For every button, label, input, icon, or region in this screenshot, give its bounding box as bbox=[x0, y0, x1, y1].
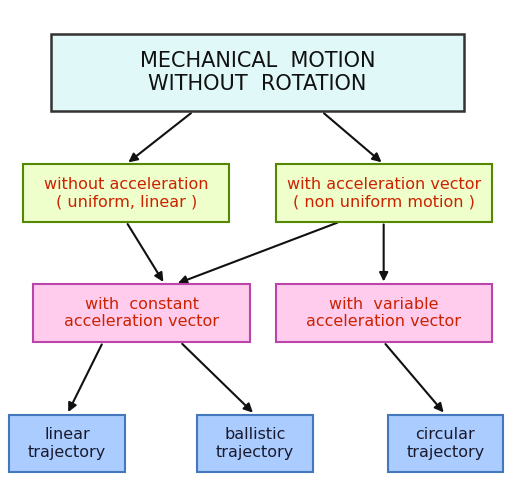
FancyBboxPatch shape bbox=[276, 164, 492, 221]
Text: linear
trajectory: linear trajectory bbox=[28, 427, 106, 459]
Text: circular
trajectory: circular trajectory bbox=[406, 427, 485, 459]
FancyBboxPatch shape bbox=[9, 415, 125, 472]
FancyBboxPatch shape bbox=[276, 285, 492, 342]
Text: MECHANICAL  MOTION
WITHOUT  ROTATION: MECHANICAL MOTION WITHOUT ROTATION bbox=[140, 51, 375, 94]
FancyBboxPatch shape bbox=[33, 285, 250, 342]
Text: without acceleration
( uniform, linear ): without acceleration ( uniform, linear ) bbox=[44, 177, 209, 209]
FancyBboxPatch shape bbox=[197, 415, 313, 472]
Text: with acceleration vector
( non uniform motion ): with acceleration vector ( non uniform m… bbox=[286, 177, 481, 209]
FancyBboxPatch shape bbox=[52, 34, 464, 112]
Text: with  constant
acceleration vector: with constant acceleration vector bbox=[64, 297, 219, 329]
FancyBboxPatch shape bbox=[387, 415, 503, 472]
FancyBboxPatch shape bbox=[23, 164, 229, 221]
Text: with  variable
acceleration vector: with variable acceleration vector bbox=[306, 297, 461, 329]
Text: ballistic
trajectory: ballistic trajectory bbox=[216, 427, 294, 459]
